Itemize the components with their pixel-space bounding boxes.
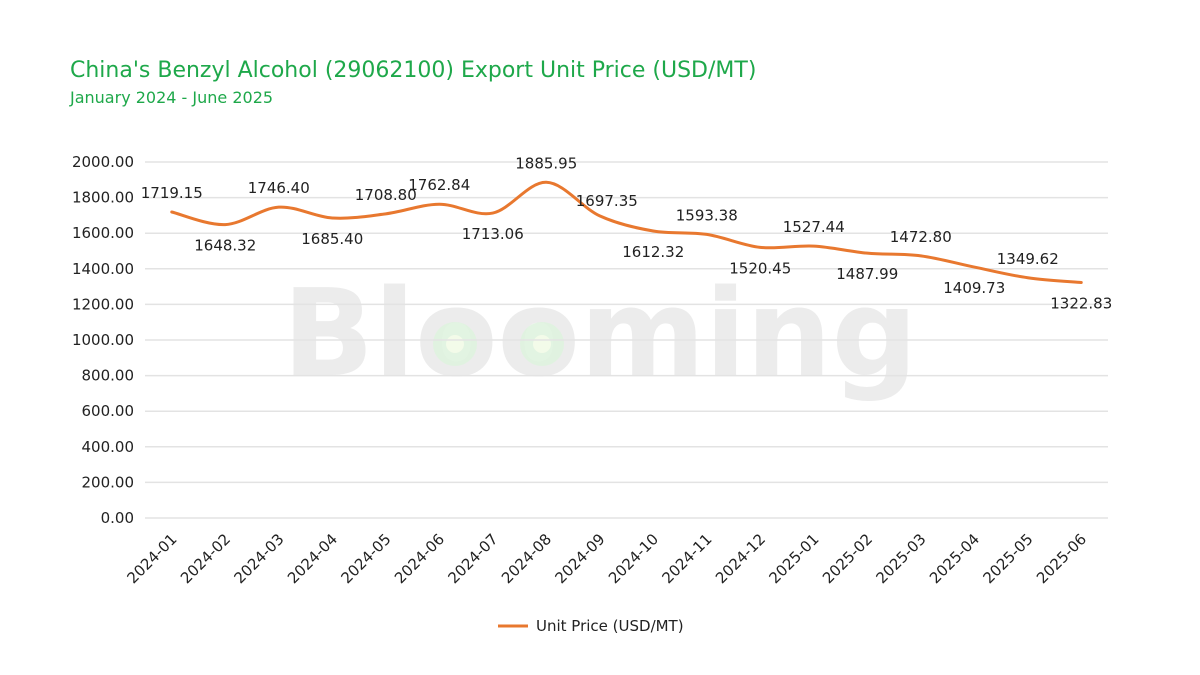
x-tick-label: 2024-05 <box>338 530 395 587</box>
data-label: 1472.80 <box>890 228 952 246</box>
data-label: 1648.32 <box>194 237 256 255</box>
y-tick-label: 0.00 <box>101 509 134 527</box>
x-tick-label: 2025-06 <box>1033 530 1090 587</box>
y-tick-label: 1800.00 <box>72 189 134 207</box>
data-label: 1713.06 <box>462 225 524 243</box>
x-tick-label: 2024-03 <box>231 530 288 587</box>
legend-label[interactable]: Unit Price (USD/MT) <box>536 617 684 635</box>
x-tick-label: 2025-05 <box>980 530 1037 587</box>
data-labels: 1719.15 1648.32 1746.40 1685.40 1708.801762.… <box>141 154 1113 312</box>
watermark-dot-core-1 <box>533 335 551 353</box>
watermark-dot-core-0 <box>446 335 464 353</box>
y-tick-label: 800.00 <box>82 367 135 385</box>
x-tick-label: 2024-02 <box>177 530 234 587</box>
data-label: 1685.40 <box>301 230 363 248</box>
chart-subtitle: January 2024 - June 2025 <box>70 88 274 107</box>
y-tick-label: 200.00 <box>82 473 135 491</box>
data-label: 1708.80 <box>355 186 417 204</box>
data-label: 1612.32 <box>622 243 684 261</box>
y-tick-label: 2000.00 <box>72 153 134 171</box>
chart-title: China's Benzyl Alcohol (29062100) Export… <box>70 58 757 83</box>
x-tick-label: 2025-03 <box>873 530 930 587</box>
x-tick-label: 2024-09 <box>552 530 609 587</box>
x-tick-label: 2025-04 <box>926 530 983 587</box>
data-label: 1520.45 <box>729 259 791 277</box>
x-tick-label: 2024-08 <box>498 530 555 587</box>
y-tick-label: 600.00 <box>82 402 135 420</box>
data-label: 1719.15 <box>141 184 203 202</box>
data-label: 1746.40 <box>248 179 310 197</box>
y-tick-label: 1000.00 <box>72 331 134 349</box>
x-tick-label: 2024-10 <box>605 530 662 587</box>
x-tick-label: 2024-11 <box>659 530 716 587</box>
watermark: Blooming <box>283 265 918 404</box>
data-label: 1349.62 <box>997 250 1059 268</box>
data-label: 1697.35 <box>576 192 638 210</box>
data-label: 1593.38 <box>676 206 738 224</box>
x-tick-label: 2024-12 <box>712 530 769 587</box>
x-tick-label: 2024-04 <box>284 530 341 587</box>
x-axis-ticks: 2024-012024-022024-032024-042024-052024-… <box>124 530 1091 587</box>
legend[interactable]: Unit Price (USD/MT) <box>498 617 684 635</box>
y-tick-label: 1200.00 <box>72 295 134 313</box>
y-tick-label: 400.00 <box>82 438 135 456</box>
x-tick-label: 2025-01 <box>766 530 823 587</box>
y-axis-ticks: 0.00 200.00 400.00 600.00 800.00 1000.00 1200.… <box>72 153 134 527</box>
data-label: 1885.95 <box>515 154 577 172</box>
data-label: 1527.44 <box>783 218 845 236</box>
data-label: 1487.99 <box>836 265 898 283</box>
data-label: 1762.84 <box>408 176 470 194</box>
x-tick-label: 2024-06 <box>391 530 448 587</box>
x-tick-label: 2025-02 <box>819 530 876 587</box>
gridlines <box>145 161 1108 519</box>
data-label: 1409.73 <box>943 279 1005 297</box>
series-line[interactable] <box>170 180 1083 285</box>
series-line-group <box>170 180 1083 285</box>
data-label: 1322.83 <box>1050 295 1112 313</box>
x-tick-label: 2024-07 <box>445 530 502 587</box>
watermark-text: Blooming <box>283 265 918 404</box>
y-tick-label: 1400.00 <box>72 260 134 278</box>
y-tick-label: 1600.00 <box>72 224 134 242</box>
x-tick-label: 2024-01 <box>124 530 181 587</box>
